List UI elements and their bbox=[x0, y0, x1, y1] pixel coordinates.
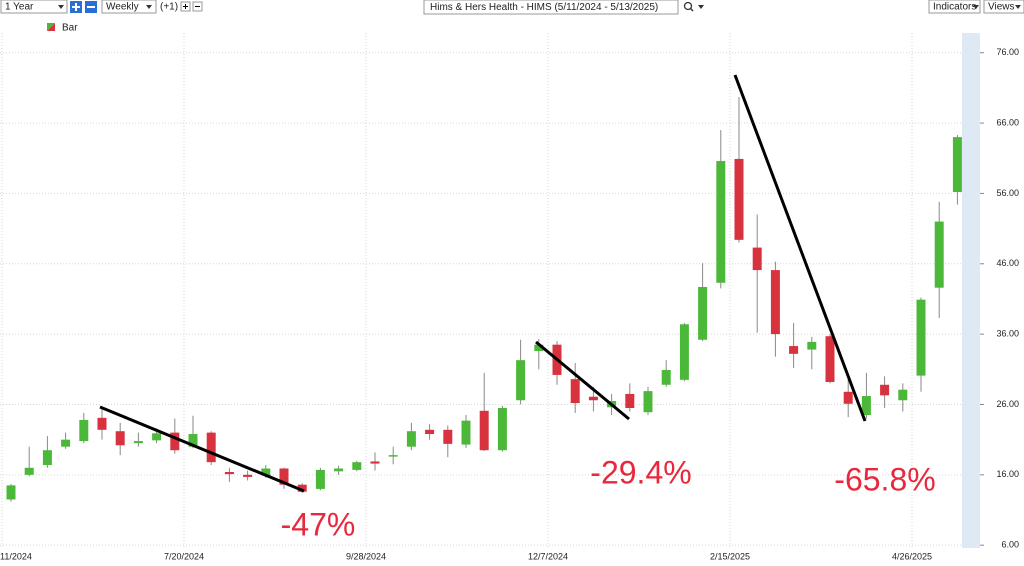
dropdown-arrow bbox=[973, 5, 979, 9]
candle-body bbox=[789, 346, 799, 354]
y-tick-label: 16.00 bbox=[996, 469, 1019, 479]
candle-body bbox=[807, 341, 817, 350]
candle-body bbox=[679, 324, 689, 380]
annotation: -65.8% bbox=[834, 461, 935, 497]
grid: 6.00 16.00 26.00 36.00 46.00 56.00 66.00 76.00 1… bbox=[0, 33, 1019, 561]
search-handle bbox=[689, 7, 694, 12]
candle-body bbox=[898, 389, 908, 401]
candle-body bbox=[352, 462, 362, 470]
y-tick-label: 36.00 bbox=[996, 328, 1019, 338]
dropdown-arrow bbox=[1015, 5, 1021, 9]
candle-body bbox=[861, 396, 871, 416]
interval-label: Weekly bbox=[106, 2, 139, 13]
candle-body bbox=[570, 379, 580, 404]
candle-body bbox=[243, 474, 253, 477]
y-tick-label: 76.00 bbox=[996, 47, 1019, 57]
candle-body bbox=[6, 485, 16, 500]
candle-body bbox=[588, 396, 598, 401]
candle-body bbox=[843, 391, 853, 404]
views-label: Views bbox=[988, 2, 1015, 13]
offset-label: (+1) bbox=[160, 2, 178, 13]
annotation: -29.4% bbox=[590, 454, 691, 490]
dropdown-arrow bbox=[58, 5, 64, 9]
candle-body bbox=[42, 450, 52, 465]
symbol-box[interactable] bbox=[423, 0, 679, 15]
candle-body bbox=[261, 468, 271, 476]
candle-body bbox=[752, 247, 762, 271]
trend-line bbox=[535, 340, 630, 421]
candle-body bbox=[698, 286, 708, 340]
x-tick-label: 9/28/2024 bbox=[346, 551, 386, 561]
dropdown-arrow bbox=[698, 5, 704, 9]
candle-body bbox=[388, 455, 398, 457]
candle-body bbox=[115, 431, 125, 446]
candle-body bbox=[880, 384, 890, 396]
y-tick-label: 26.00 bbox=[996, 399, 1019, 409]
candle-body bbox=[534, 344, 544, 352]
candle-body bbox=[516, 360, 526, 401]
candle-body bbox=[315, 469, 325, 489]
legend-label: Bar bbox=[62, 23, 78, 34]
candle-body bbox=[334, 468, 344, 472]
interval-select[interactable] bbox=[101, 0, 157, 14]
candle-body bbox=[188, 434, 198, 447]
search-icon[interactable] bbox=[683, 1, 693, 11]
candle-body bbox=[770, 270, 780, 335]
candle-body bbox=[825, 336, 835, 382]
range-select[interactable] bbox=[0, 0, 68, 14]
candle-body bbox=[716, 161, 726, 283]
y-tick-label: 6.00 bbox=[1001, 540, 1019, 550]
trend-line bbox=[99, 405, 305, 493]
candle-body bbox=[479, 410, 489, 451]
candle-body bbox=[170, 432, 180, 451]
candle-body bbox=[443, 429, 453, 444]
x-tick-label: 7/20/2024 bbox=[164, 551, 204, 561]
y-tick-label: 56.00 bbox=[996, 188, 1019, 198]
candle-body bbox=[661, 370, 671, 385]
x-tick-label: 12/7/2024 bbox=[528, 551, 568, 561]
candle-body bbox=[152, 433, 162, 441]
indicators-button[interactable] bbox=[928, 0, 981, 14]
symbol-label: Hims & Hers Health - HIMS (5/11/2024 - 5… bbox=[430, 2, 658, 13]
candle-body bbox=[916, 299, 926, 376]
trend-line bbox=[733, 74, 867, 422]
candle-body bbox=[297, 484, 307, 492]
y-tick-label: 66.00 bbox=[996, 117, 1019, 127]
candle-body bbox=[734, 158, 744, 240]
annotations: -47% -29.4% -65.8% bbox=[281, 454, 936, 542]
candle-body bbox=[625, 393, 635, 408]
candle-body bbox=[206, 432, 216, 463]
candle-body bbox=[97, 417, 107, 430]
candle-body bbox=[425, 429, 435, 435]
toolbar: 1 Year Weekly (+1) Hims & Hers Health - … bbox=[0, 0, 1024, 15]
candle-body bbox=[133, 441, 143, 444]
candle-body bbox=[24, 467, 34, 475]
dropdown-arrow bbox=[146, 5, 152, 9]
candle-body bbox=[224, 472, 234, 475]
plus-icon bbox=[72, 3, 80, 11]
annotation: -47% bbox=[281, 506, 356, 542]
candle-body bbox=[952, 137, 962, 193]
candle-body bbox=[461, 420, 471, 445]
plus-icon bbox=[183, 4, 188, 9]
axis-band bbox=[962, 33, 980, 548]
candle-body bbox=[61, 439, 71, 447]
candle-body bbox=[370, 461, 380, 464]
candle-body bbox=[279, 468, 289, 485]
indicators-label: Indicators bbox=[933, 2, 976, 13]
views-button[interactable] bbox=[983, 0, 1024, 14]
x-tick-label: 2/15/2025 bbox=[710, 551, 750, 561]
candle-body bbox=[934, 221, 944, 288]
candle-body bbox=[406, 431, 416, 447]
x-tick-label: 11/2024 bbox=[0, 551, 32, 561]
candle-body bbox=[497, 407, 507, 451]
legend-icon-down bbox=[47, 23, 55, 31]
candle-body bbox=[643, 391, 653, 413]
x-tick-label: 4/26/2025 bbox=[892, 551, 932, 561]
y-tick-label: 46.00 bbox=[996, 258, 1019, 268]
range-label: 1 Year bbox=[5, 2, 34, 13]
candle-body bbox=[79, 419, 89, 442]
